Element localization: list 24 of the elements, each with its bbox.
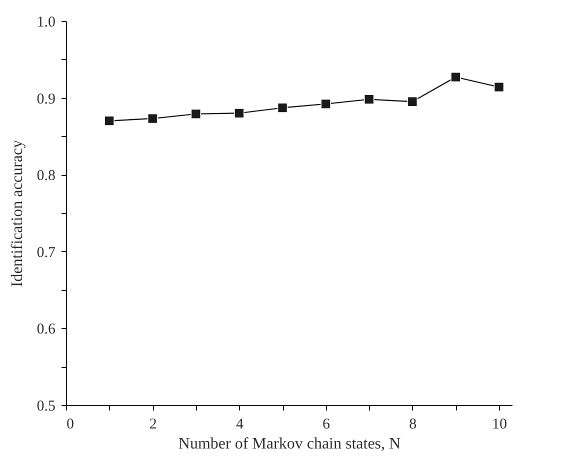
y-tick-label: 0.7: [36, 244, 56, 261]
x-tick-label: 8: [409, 416, 417, 432]
x-tick-label: 4: [236, 416, 244, 432]
point: [450, 72, 461, 82]
y-tick-label: 0.9: [36, 91, 56, 108]
y-tick-label: 1.0: [36, 14, 56, 30]
point: [494, 82, 504, 92]
x-axis-title: Number of Markov chain states, N: [178, 436, 402, 452]
point: [364, 94, 374, 104]
point: [320, 98, 331, 110]
x-tick-label: 10: [492, 416, 508, 432]
y-tick-label: 0.5: [36, 398, 56, 414]
x-tick-label: 6: [322, 416, 331, 432]
point: [147, 113, 158, 124]
x-tick-label: 0: [66, 416, 74, 432]
y-tick-label: 0.8: [36, 168, 56, 184]
x-tick-label: 2: [149, 416, 157, 432]
point: [277, 102, 288, 113]
point: [234, 108, 244, 118]
y-tick-label: 0.6: [36, 322, 56, 338]
y-axis-title: Identification accuracy: [8, 140, 26, 288]
point: [104, 116, 114, 126]
point: [407, 96, 418, 107]
point: [190, 108, 202, 120]
